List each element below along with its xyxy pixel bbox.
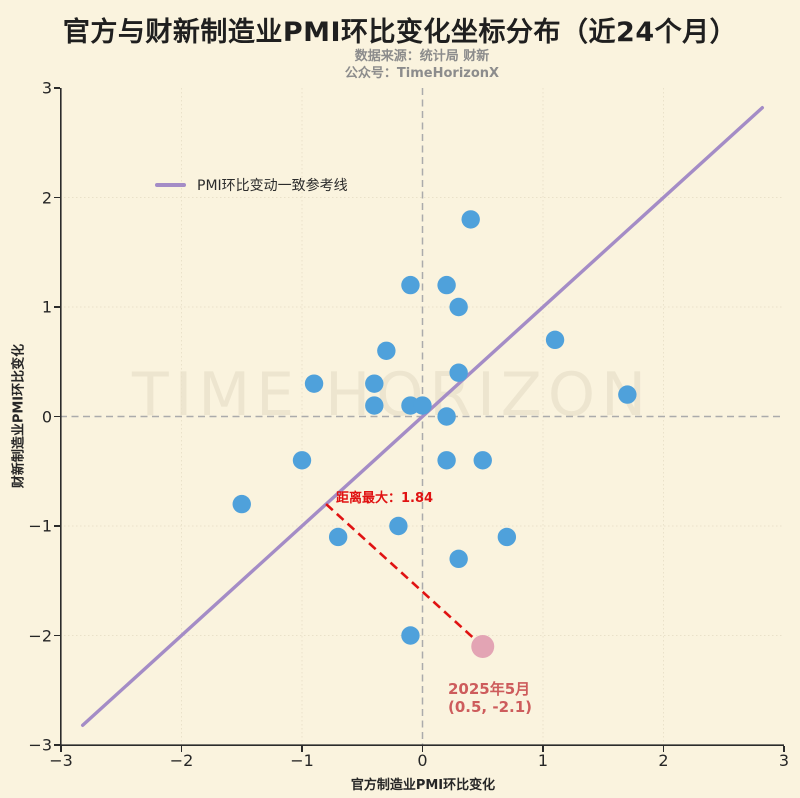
watermark-text: TIME HORIZON	[131, 360, 653, 430]
x-tick	[421, 746, 424, 752]
y-tick	[54, 196, 60, 199]
plot-svg	[60, 88, 784, 746]
reference-line-swatch	[155, 183, 186, 187]
x-tick-label: 3	[778, 751, 790, 770]
subtitle-source: 数据来源：统计局 财新	[354, 49, 490, 64]
x-axis-title: 官方制造业PMI环比变化	[350, 778, 496, 793]
y-tick	[54, 634, 60, 637]
highlight-annotation: 2025年5月 (0.5, -2.1)	[448, 680, 532, 716]
x-tick-label: −2	[169, 751, 194, 770]
y-tick-label: 3	[41, 78, 52, 98]
y-tick	[54, 306, 60, 308]
y-tick-label: −3	[28, 735, 52, 755]
y-tick-label: 1	[41, 297, 52, 317]
x-tick	[301, 746, 303, 752]
x-tick	[662, 746, 665, 752]
y-tick-label: 0	[41, 407, 52, 426]
x-tick	[542, 746, 544, 752]
y-tick-label: −1	[28, 516, 52, 536]
x-tick-label: 1	[537, 751, 549, 770]
x-tick-label: −1	[290, 751, 314, 770]
x-tick	[180, 746, 183, 752]
x-tick-label: 0	[417, 751, 428, 770]
legend: PMI环比变动一致参考线	[155, 176, 348, 194]
y-tick	[54, 744, 60, 746]
y-tick-label: −2	[28, 626, 52, 645]
x-tick-label: 2	[658, 751, 669, 770]
chart-title: 官方与财新制造业PMI环比变化坐标分布（近24个月）	[62, 17, 738, 48]
x-tick	[783, 746, 785, 752]
y-tick	[54, 525, 60, 527]
annotation-date: 2025年5月	[448, 680, 531, 698]
chart-subtitle: 数据来源：统计局 财新 公众号：TimeHorizonX	[345, 48, 499, 82]
distance-max-label: 距离最大：1.84	[336, 491, 434, 506]
y-tick	[54, 87, 60, 89]
x-tick	[60, 746, 62, 752]
plot-area: TIME HORIZON PMI环比变动一致参考线 距离最大：1.84 2025…	[60, 88, 784, 746]
y-axis-title: 财新制造业PMI环比变化	[11, 343, 27, 489]
y-tick	[54, 415, 60, 418]
x-tick-label: −3	[49, 751, 73, 770]
y-tick-label: 2	[41, 188, 52, 207]
annotation-coords: (0.5, -2.1)	[448, 698, 533, 716]
subtitle-account: 公众号：TimeHorizonX	[344, 66, 500, 81]
legend-label: PMI环比变动一致参考线	[197, 178, 348, 194]
